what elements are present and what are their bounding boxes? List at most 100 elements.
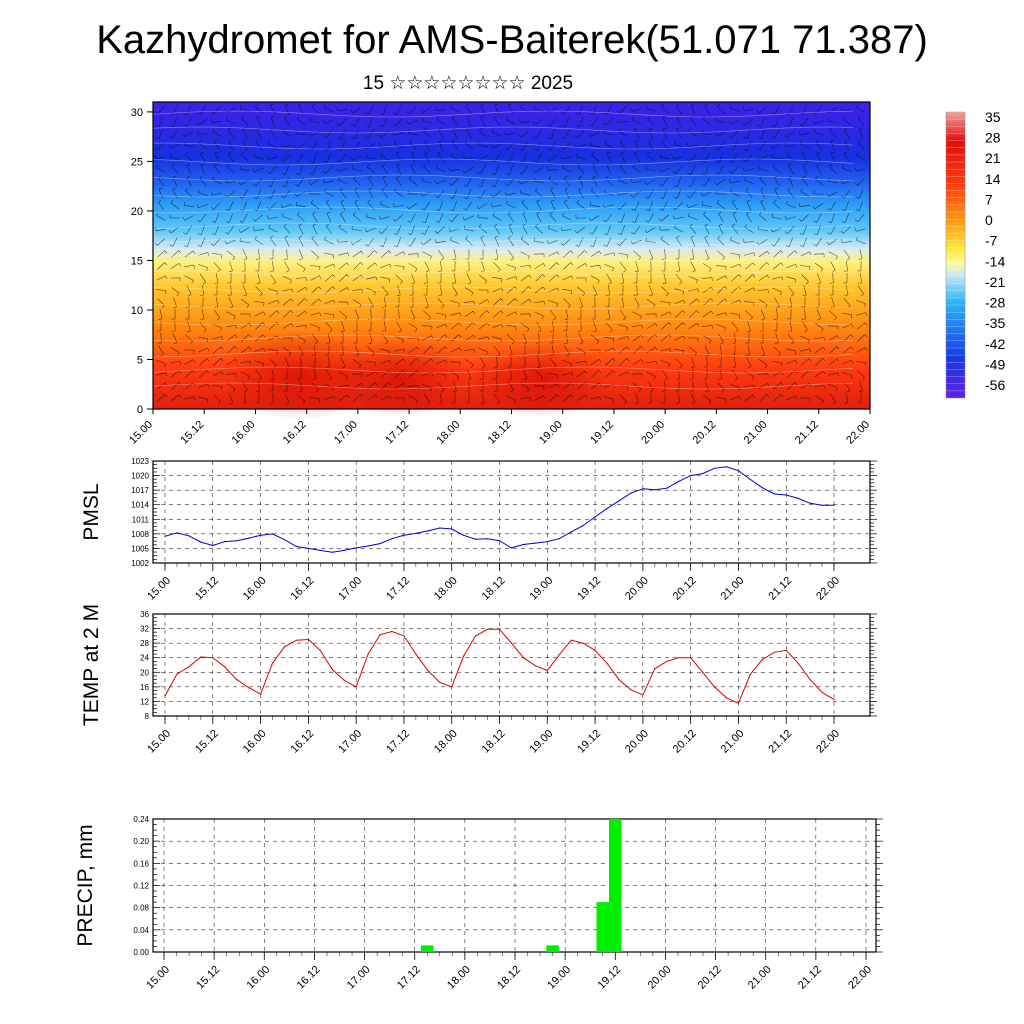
colorbar-label: -21 xyxy=(985,274,1005,290)
colorbar-label: 0 xyxy=(985,212,993,228)
hm-ytick-label: 0 xyxy=(137,404,143,416)
pmsl-point xyxy=(283,539,286,541)
pmsl-xtick-label: 21.12 xyxy=(766,575,794,603)
precip-ytick-label: 0.16 xyxy=(133,859,149,868)
pmsl-point xyxy=(678,480,680,482)
temperature-contour xyxy=(152,190,854,198)
pmsl-point xyxy=(295,545,297,548)
temp-2m-xtick-label: 16.12 xyxy=(289,728,317,756)
precip-xtick-label: 16.12 xyxy=(295,964,323,992)
pmsl-point xyxy=(713,467,716,469)
precip-panel: 0.00 0.04 0.08 0.12 0.16 0.20 0.24 15.00 15.12 16… xyxy=(74,815,883,992)
colorbar-label: 35 xyxy=(985,109,1001,125)
precip-ytick-label: 0.04 xyxy=(133,926,149,935)
hm-xtick-label: 17.12 xyxy=(383,419,411,447)
temperature-contour xyxy=(152,302,854,310)
temp-2m-point xyxy=(307,638,309,641)
temperature-contour xyxy=(152,350,854,358)
wind-barb-field xyxy=(154,103,868,405)
temp-2m-point xyxy=(809,679,811,681)
pmsl-point xyxy=(618,500,620,502)
hm-xtick-label: 21.00 xyxy=(742,419,770,447)
temp-2m-point xyxy=(498,628,501,630)
pmsl-point xyxy=(260,534,262,536)
precip-xtick-label: 19.12 xyxy=(595,964,623,992)
precip-xtick-label: 15.12 xyxy=(194,964,222,992)
temp-2m-point xyxy=(212,657,214,659)
temp-2m-point xyxy=(487,628,489,630)
pmsl-xtick-label: 20.12 xyxy=(671,575,699,603)
colorbar-label: -56 xyxy=(985,377,1005,393)
pmsl-point xyxy=(797,497,799,499)
pmsl-point xyxy=(570,531,572,533)
hm-xtick-label: 21.12 xyxy=(793,419,821,447)
temperature-contour xyxy=(152,318,854,326)
hm-xtick-label: 20.12 xyxy=(691,419,719,447)
pmsl-point xyxy=(319,549,321,552)
temp-2m-point xyxy=(546,669,548,672)
temp-2m-xtick-label: 21.00 xyxy=(719,728,747,756)
colorbar-label: 28 xyxy=(985,130,1001,146)
precip-xtick-label: 20.12 xyxy=(696,964,724,992)
temp-2m-point xyxy=(176,673,178,675)
temp-2m-point xyxy=(319,649,321,652)
pmsl-point xyxy=(582,525,584,527)
precip-ytick-label: 0.08 xyxy=(133,904,149,913)
hm-xtick-label: 19.00 xyxy=(537,419,565,447)
pmsl-ytick-label: 1014 xyxy=(131,501,149,510)
pmsl-point xyxy=(534,542,536,544)
temperature-contour xyxy=(152,110,854,118)
temp-2m-point xyxy=(678,657,680,659)
pmsl-point xyxy=(833,504,835,506)
pmsl-point xyxy=(463,534,465,536)
pmsl-point xyxy=(642,488,644,490)
colorbar-label: -42 xyxy=(985,336,1005,352)
temp-2m-point xyxy=(224,666,226,668)
temp-2m-point xyxy=(522,657,525,659)
precip-bar xyxy=(596,902,609,952)
pmsl-point xyxy=(558,538,560,540)
pmsl-point xyxy=(451,528,453,530)
hm-ytick-label: 10 xyxy=(131,305,143,317)
temp-2m-point xyxy=(188,666,190,668)
colorbar-label: -49 xyxy=(985,356,1005,372)
pmsl-ytick-label: 1005 xyxy=(131,544,149,553)
colorbar-label: 21 xyxy=(985,150,1001,166)
hm-xtick-label: 16.00 xyxy=(230,419,258,447)
temp-2m-xtick-label: 15.00 xyxy=(145,728,173,756)
pmsl-xtick-label: 21.00 xyxy=(719,575,747,603)
pmsl-ytick-label: 1002 xyxy=(131,559,149,568)
wind-barbs xyxy=(154,103,868,405)
pmsl-point xyxy=(487,538,489,540)
pmsl-point xyxy=(630,492,632,494)
temp-2m-point xyxy=(331,668,333,671)
temp-2m-point xyxy=(463,655,465,657)
temp-2m-point xyxy=(427,669,429,672)
pmsl-point xyxy=(248,537,250,539)
hm-xtick-label: 17.00 xyxy=(332,419,360,447)
temp-2m-point xyxy=(236,679,238,681)
pmsl-point xyxy=(606,508,608,510)
precip-ytick-label: 0.00 xyxy=(133,948,149,957)
temp-2m-point xyxy=(558,654,560,656)
temp-2m-point xyxy=(797,662,799,664)
temp-2m-xtick-label: 19.00 xyxy=(527,728,555,756)
pmsl-point xyxy=(594,516,596,518)
colorbar-label: -28 xyxy=(985,295,1005,311)
pmsl-point xyxy=(702,473,704,475)
temp-2m-xtick-label: 20.00 xyxy=(623,728,651,756)
temp-2m-point xyxy=(833,699,835,701)
temp-2m-point xyxy=(654,668,656,670)
pmsl-point xyxy=(188,535,190,537)
temp-2m-point xyxy=(666,660,668,663)
temperature-contour xyxy=(152,382,854,390)
precip-xtick-label: 22.00 xyxy=(846,964,874,992)
temp-2m-xtick-label: 17.00 xyxy=(336,728,364,756)
temp-2m-point xyxy=(713,686,716,688)
pmsl-xtick-label: 15.12 xyxy=(193,575,221,603)
temp-2m-ytick-label: 20 xyxy=(140,668,149,677)
temp-2m-point xyxy=(510,642,512,644)
pmsl-point xyxy=(271,533,274,535)
pmsl-point xyxy=(367,545,369,547)
